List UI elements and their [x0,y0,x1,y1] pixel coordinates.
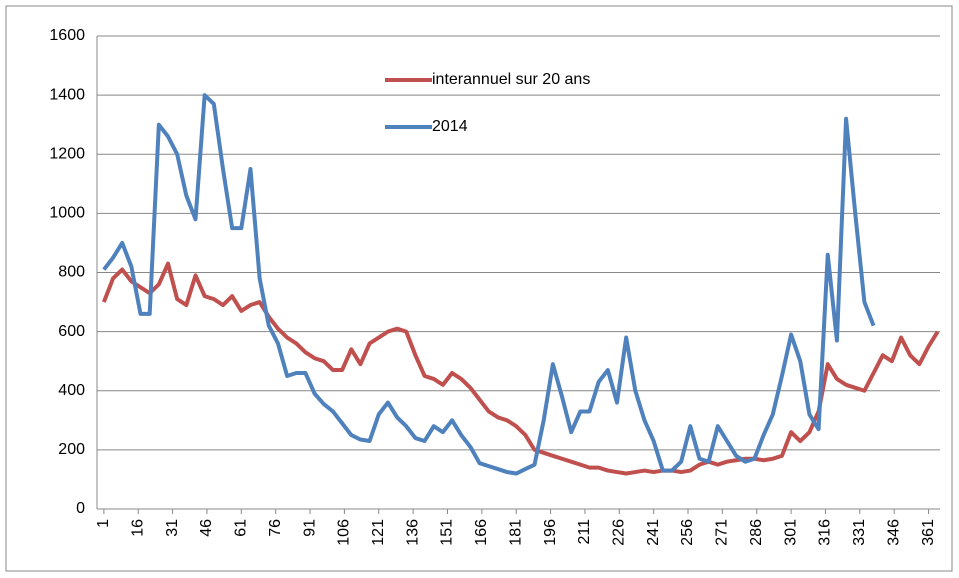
legend-label: interannuel sur 20 ans [432,71,590,88]
x-tick-label: 166 [473,519,490,546]
y-tick-label: 200 [58,441,85,458]
x-tick-label: 271 [714,519,731,546]
x-tick-label: 181 [507,519,524,546]
y-tick-label: 1000 [49,205,85,222]
x-tick-label: 91 [301,519,318,537]
y-tick-label: 1600 [49,27,85,44]
x-tick-label: 196 [542,519,559,546]
x-tick-label: 361 [920,519,937,546]
y-tick-label: 400 [58,382,85,399]
y-tick-label: 1200 [49,145,85,162]
x-tick-label: 76 [267,519,284,537]
x-tick-label: 16 [129,519,146,537]
y-tick-label: 0 [76,500,85,517]
x-tick-label: 256 [679,519,696,546]
y-tick-label: 800 [58,264,85,281]
x-tick-label: 211 [576,519,593,545]
x-tick-label: 31 [164,519,181,537]
x-tick-label: 106 [336,519,353,546]
series-line [102,261,940,476]
x-tick-label: 46 [198,519,215,537]
x-tick-label: 121 [370,519,387,546]
x-tick-label: 226 [611,519,628,546]
x-tick-label: 1 [95,519,112,528]
y-tick-label: 600 [58,323,85,340]
x-tick-label: 301 [782,519,799,546]
series-line [102,93,876,476]
x-tick-label: 316 [817,519,834,546]
x-tick-label: 331 [851,519,868,546]
x-tick-label: 151 [439,519,456,546]
x-tick-label: 346 [885,519,902,546]
x-tick-label: 241 [645,519,662,546]
x-tick-label: 286 [748,519,765,546]
y-tick-label: 1400 [49,86,85,103]
legend-label: 2014 [432,118,468,135]
chart-border [5,5,953,572]
x-tick-label: 61 [233,519,250,537]
x-tick-label: 136 [404,519,421,546]
